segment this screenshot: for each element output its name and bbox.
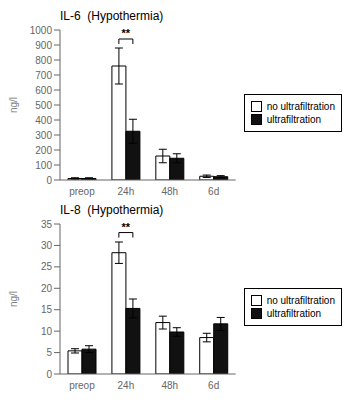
html-text:no ultrafiltration: no ultrafiltration [266,101,335,112]
svg-text:20: 20 [41,283,53,294]
html-text:ultrafiltration: ultrafiltration [266,114,322,125]
svg-text:ng/l: ng/l [8,97,19,113]
svg-text:10: 10 [41,326,53,337]
html-text:ultrafiltration: ultrafiltration [266,308,322,319]
svg-text:15: 15 [41,304,53,315]
svg-text:300: 300 [35,130,52,141]
svg-text:24h: 24h [118,186,135,197]
svg-text:100: 100 [35,160,52,171]
svg-text:6d: 6d [208,186,219,197]
svg-text:400: 400 [35,115,52,126]
svg-text:0: 0 [46,175,52,186]
svg-text:ng/l: ng/l [8,291,19,307]
svg-text:30: 30 [41,240,53,251]
svg-text:6d: 6d [208,380,219,391]
svg-text:24h: 24h [118,380,135,391]
svg-text:0: 0 [46,369,52,380]
svg-text:600: 600 [35,85,52,96]
svg-text:48h: 48h [161,186,178,197]
svg-text:700: 700 [35,70,52,81]
html-text:IL-6 (Hypothermia): IL-6 (Hypothermia) [60,9,164,23]
svg-text:500: 500 [35,100,52,111]
svg-text:200: 200 [35,145,52,156]
svg-text:preop: preop [69,186,95,197]
svg-text:preop: preop [69,380,95,391]
svg-text:48h: 48h [161,380,178,391]
svg-text:**: ** [122,221,131,233]
html-text:IL-8 (Hypothermia): IL-8 (Hypothermia) [60,203,164,217]
svg-text:800: 800 [35,55,52,66]
svg-text:**: ** [122,27,131,39]
svg-text:5: 5 [46,347,52,358]
svg-text:35: 35 [41,219,53,230]
html-text:no ultrafiltration: no ultrafiltration [266,295,335,306]
svg-text:1000: 1000 [30,25,53,36]
svg-text:25: 25 [41,261,53,272]
svg-text:900: 900 [35,40,52,51]
